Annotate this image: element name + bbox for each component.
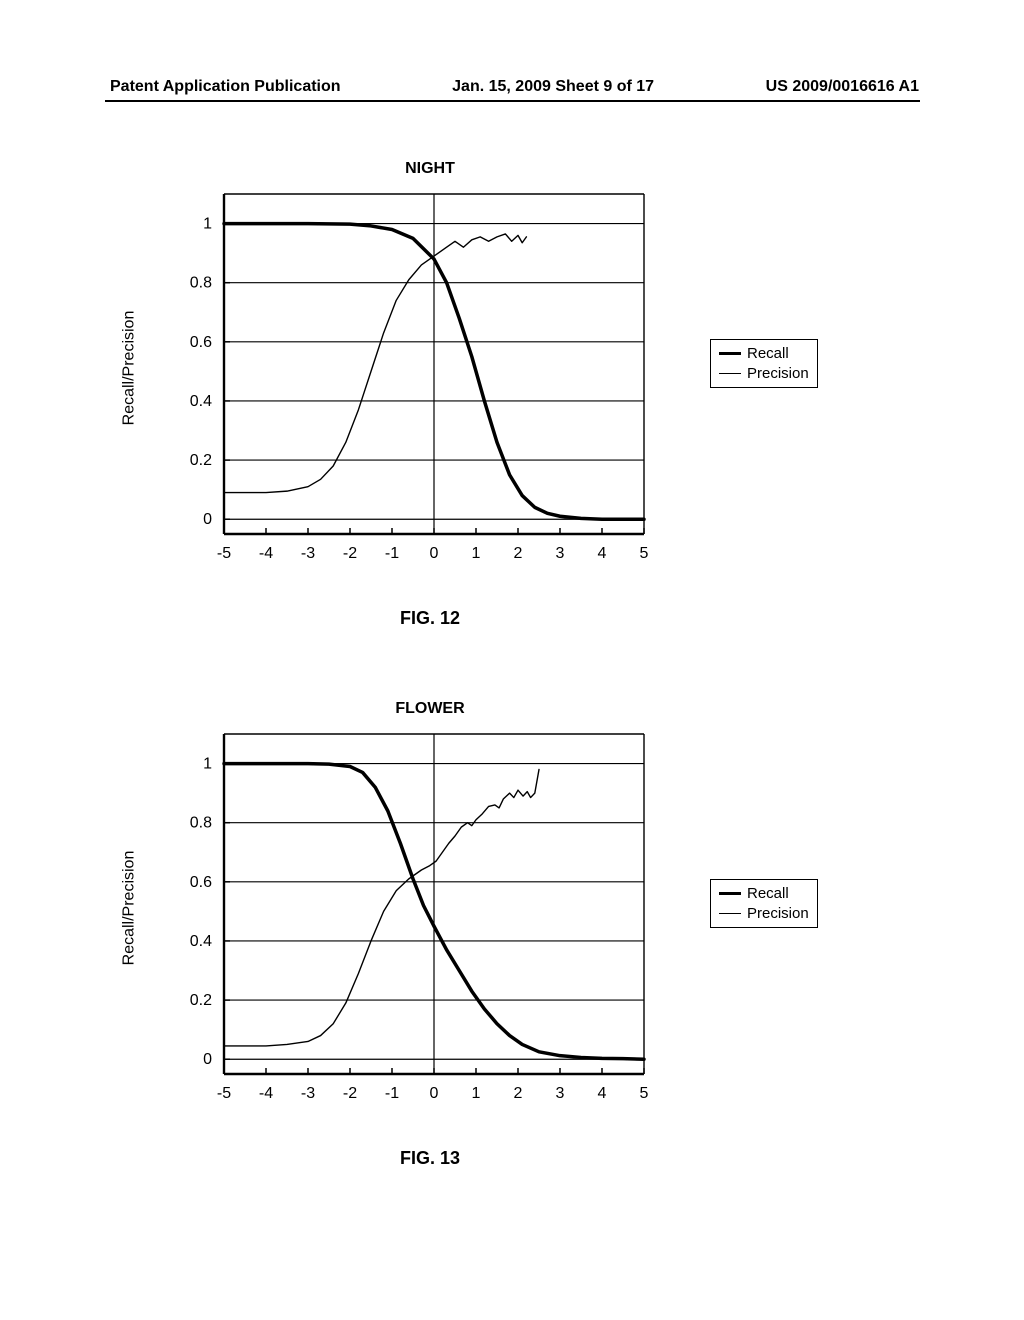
header-right: US 2009/0016616 A1 xyxy=(766,78,919,96)
legend-swatch-precision-13 xyxy=(719,913,741,914)
ylabel-fig12: Recall/Precision xyxy=(120,311,138,426)
svg-text:4: 4 xyxy=(598,545,607,562)
legend-label-recall-13: Recall xyxy=(747,884,789,904)
chart-svg-fig12: -5 -4 -3 -2 -1 0 1 2 3 4 5 0 0.2 0.4 0.6 0.8 1 xyxy=(160,184,680,594)
caption-fig12: FIG. 12 xyxy=(220,608,640,629)
legend-label-recall: Recall xyxy=(747,344,789,364)
svg-text:-3: -3 xyxy=(301,1085,315,1102)
chart-wrap-fig13: Recall/Precision -5-4-3-2-101234500.20.4… xyxy=(130,724,830,1134)
svg-text:-3: -3 xyxy=(301,545,315,562)
svg-text:-5: -5 xyxy=(217,545,231,562)
legend-swatch-recall-13 xyxy=(719,892,741,895)
caption-fig13: FIG. 13 xyxy=(220,1148,640,1169)
svg-text:-4: -4 xyxy=(259,1085,273,1102)
svg-text:4: 4 xyxy=(598,1085,607,1102)
svg-text:0.4: 0.4 xyxy=(190,393,212,410)
svg-text:0.4: 0.4 xyxy=(190,933,212,950)
legend-fig13: Recall Precision xyxy=(710,879,818,928)
header-left: Patent Application Publication xyxy=(110,78,341,96)
legend-item-precision: Precision xyxy=(719,364,809,384)
figure-12: NIGHT Recall/Precision -5-4-3-2-10123450… xyxy=(130,160,830,629)
svg-text:0.6: 0.6 xyxy=(190,874,212,891)
svg-text:-2: -2 xyxy=(343,545,357,562)
svg-text:0.8: 0.8 xyxy=(190,815,212,832)
svg-text:1: 1 xyxy=(472,1085,481,1102)
legend-item-recall-13: Recall xyxy=(719,884,809,904)
svg-text:0.6: 0.6 xyxy=(190,334,212,351)
svg-text:5: 5 xyxy=(640,1085,649,1102)
svg-text:0: 0 xyxy=(430,1085,439,1102)
legend-swatch-precision xyxy=(719,373,741,374)
svg-text:1: 1 xyxy=(203,216,212,233)
svg-text:3: 3 xyxy=(556,545,565,562)
svg-text:-5: -5 xyxy=(217,1085,231,1102)
page-header: Patent Application Publication Jan. 15, … xyxy=(0,78,1024,96)
svg-text:-1: -1 xyxy=(385,1085,399,1102)
svg-text:5: 5 xyxy=(640,545,649,562)
legend-item-precision-13: Precision xyxy=(719,904,809,924)
svg-text:-2: -2 xyxy=(343,1085,357,1102)
svg-text:1: 1 xyxy=(472,545,481,562)
chart-title-fig13: FLOWER xyxy=(220,700,640,718)
svg-text:0: 0 xyxy=(203,511,212,528)
svg-text:-1: -1 xyxy=(385,545,399,562)
header-center: Jan. 15, 2009 Sheet 9 of 17 xyxy=(452,78,654,96)
figure-13: FLOWER Recall/Precision -5-4-3-2-1012345… xyxy=(130,700,830,1169)
svg-text:0: 0 xyxy=(203,1051,212,1068)
header-rule xyxy=(105,100,920,102)
svg-text:0.2: 0.2 xyxy=(190,452,212,469)
svg-text:0.2: 0.2 xyxy=(190,992,212,1009)
svg-text:3: 3 xyxy=(556,1085,565,1102)
legend-label-precision-13: Precision xyxy=(747,904,809,924)
ylabel-fig13: Recall/Precision xyxy=(120,851,138,966)
chart-svg-fig13: -5 -4 -3 -2 -1 0 1 2 3 4 5 0 0.2 0.4 0.6 0.8 1 xyxy=(160,724,680,1134)
svg-text:2: 2 xyxy=(514,545,523,562)
svg-text:0: 0 xyxy=(430,545,439,562)
legend-swatch-recall xyxy=(719,352,741,355)
legend-item-recall: Recall xyxy=(719,344,809,364)
chart-wrap-fig12: Recall/Precision -5-4-3-2-101234500.20.4… xyxy=(130,184,830,594)
chart-title-fig12: NIGHT xyxy=(220,160,640,178)
svg-text:2: 2 xyxy=(514,1085,523,1102)
svg-text:0.8: 0.8 xyxy=(190,275,212,292)
svg-text:-4: -4 xyxy=(259,545,273,562)
svg-text:1: 1 xyxy=(203,756,212,773)
legend-label-precision: Precision xyxy=(747,364,809,384)
legend-fig12: Recall Precision xyxy=(710,339,818,388)
